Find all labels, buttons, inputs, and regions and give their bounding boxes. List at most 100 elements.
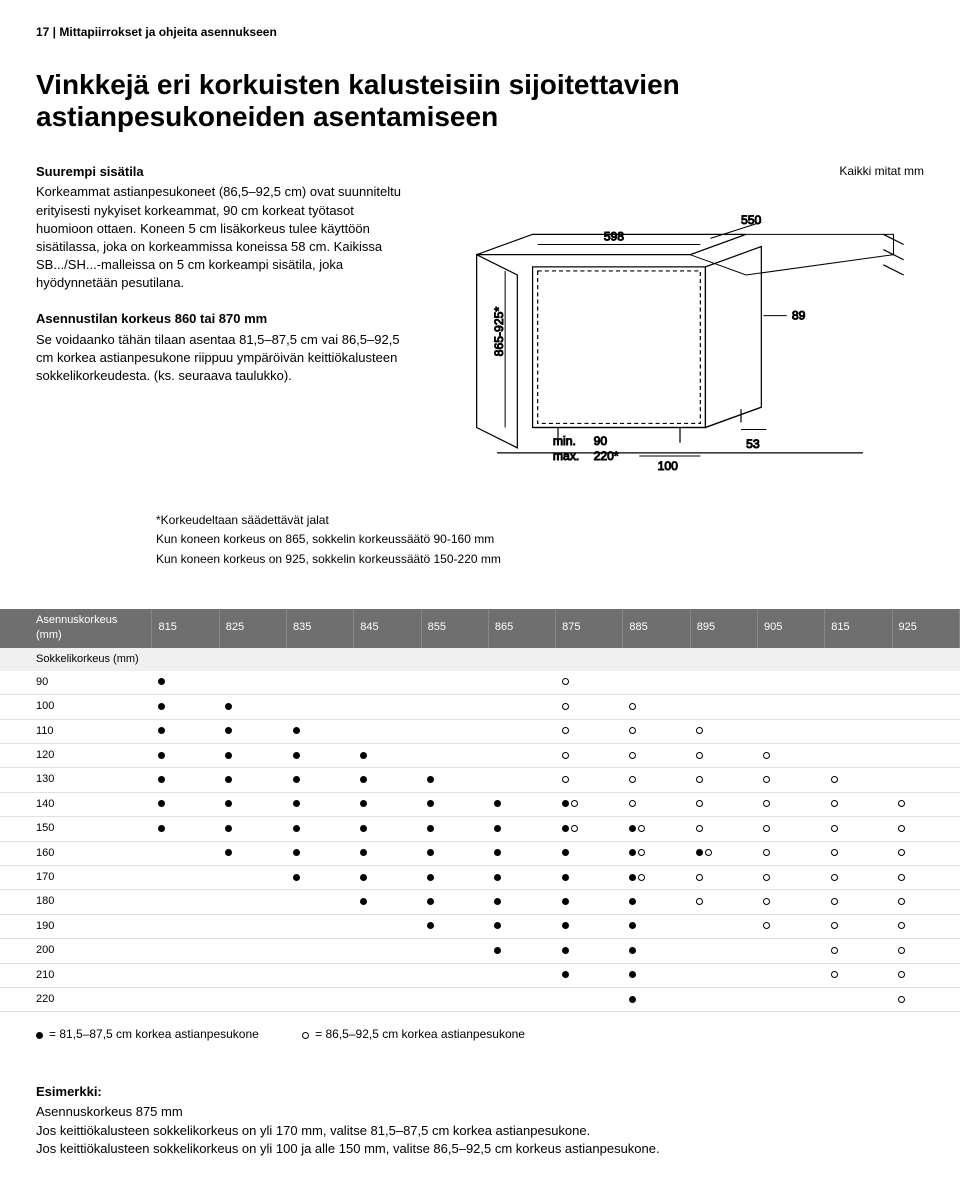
table-cell: [219, 963, 286, 987]
table-cell: [690, 671, 757, 695]
circle-icon: [898, 996, 905, 1003]
table-cell: [219, 866, 286, 890]
table-cell: [825, 866, 892, 890]
table-header-label: Asennuskorkeus (mm): [0, 609, 152, 648]
page-header: 17 | Mittapiirrokset ja ohjeita asennuks…: [36, 24, 924, 41]
table-cell: [757, 695, 824, 719]
installation-diagram: 598 550 865-925* min. 90 max. 220* 100 5…: [436, 186, 924, 486]
circle-icon: [696, 752, 703, 759]
table-row: 110: [0, 719, 960, 743]
caption-line-1: *Korkeudeltaan säädettävät jalat: [156, 511, 924, 530]
circle-icon: [898, 874, 905, 881]
legend-filled: = 81,5–87,5 cm korkea astianpesukone: [36, 1026, 259, 1043]
table-cell: [690, 939, 757, 963]
table-row: 120: [0, 744, 960, 768]
table-cell: [690, 817, 757, 841]
table-row-header: 220: [0, 987, 152, 1011]
circle-icon: [763, 849, 770, 856]
table-cell: [152, 841, 219, 865]
dot-icon: [360, 874, 367, 881]
dim-max-label: max.: [553, 449, 579, 463]
table-cell: [556, 914, 623, 938]
dot-icon: [427, 898, 434, 905]
table-row-header: 210: [0, 963, 152, 987]
dot-icon: [225, 849, 232, 856]
table-cell: [354, 817, 421, 841]
circle-icon: [696, 874, 703, 881]
dim-100: 100: [658, 459, 679, 473]
circle-icon: [696, 800, 703, 807]
dot-icon: [293, 825, 300, 832]
table-row: 190: [0, 914, 960, 938]
example-line-2: Jos keittiökalusteen sokkelikorkeus on y…: [36, 1122, 924, 1140]
table-cell: [623, 866, 690, 890]
circle-icon: [562, 678, 569, 685]
dot-icon: [360, 898, 367, 905]
table-cell: [421, 939, 488, 963]
dot-icon: [360, 849, 367, 856]
table-cell: [556, 890, 623, 914]
table-cell: [354, 719, 421, 743]
table-cell: [757, 744, 824, 768]
table-cell: [825, 695, 892, 719]
section2-heading: Asennustilan korkeus 860 tai 870 mm: [36, 310, 406, 328]
dot-icon: [427, 825, 434, 832]
dot-icon: [494, 849, 501, 856]
table-cell: [556, 987, 623, 1011]
table-cell: [757, 719, 824, 743]
dim-598: 598: [604, 229, 625, 243]
table-cell: [354, 866, 421, 890]
dot-icon: [225, 752, 232, 759]
table-col-header: 815: [152, 609, 219, 648]
circle-icon: [302, 1032, 309, 1039]
table-cell: [354, 939, 421, 963]
dot-icon: [562, 800, 569, 807]
table-cell: [152, 939, 219, 963]
table-cell: [219, 744, 286, 768]
table-cell: [690, 841, 757, 865]
table-cell: [690, 914, 757, 938]
table-cell: [488, 841, 555, 865]
table-cell: [488, 768, 555, 792]
table-cell: [488, 744, 555, 768]
table-row-header: 150: [0, 817, 152, 841]
table-col-header: 825: [219, 609, 286, 648]
table-cell: [892, 963, 959, 987]
table-cell: [556, 963, 623, 987]
table-cell: [825, 744, 892, 768]
dot-icon: [360, 800, 367, 807]
dot-icon: [225, 776, 232, 783]
table-cell: [757, 939, 824, 963]
dot-icon: [696, 849, 703, 856]
table-cell: [892, 671, 959, 695]
dot-icon: [158, 776, 165, 783]
table-cell: [354, 792, 421, 816]
table-cell: [287, 671, 354, 695]
dot-icon: [629, 825, 636, 832]
table-cell: [757, 841, 824, 865]
table-cell: [421, 866, 488, 890]
table-col-header: 895: [690, 609, 757, 648]
dot-icon: [494, 800, 501, 807]
table-cell: [488, 866, 555, 890]
table-cell: [152, 719, 219, 743]
table-row-header: 120: [0, 744, 152, 768]
table-cell: [757, 817, 824, 841]
table-cell: [892, 866, 959, 890]
table-row: 150: [0, 817, 960, 841]
table-row: 140: [0, 792, 960, 816]
dim-max-val: 220*: [594, 449, 619, 463]
example-line-3: Jos keittiökalusteen sokkelikorkeus on y…: [36, 1140, 924, 1158]
diagram-units-label: Kaikki mitat mm: [436, 163, 924, 180]
circle-icon: [562, 703, 569, 710]
table-cell: [892, 987, 959, 1011]
circle-icon: [638, 874, 645, 881]
table-cell: [152, 890, 219, 914]
table-col-header: 875: [556, 609, 623, 648]
circle-icon: [629, 752, 636, 759]
circle-icon: [629, 800, 636, 807]
table-legend: = 81,5–87,5 cm korkea astianpesukone = 8…: [36, 1026, 924, 1043]
circle-icon: [898, 898, 905, 905]
table-cell: [152, 866, 219, 890]
table-cell: [892, 695, 959, 719]
